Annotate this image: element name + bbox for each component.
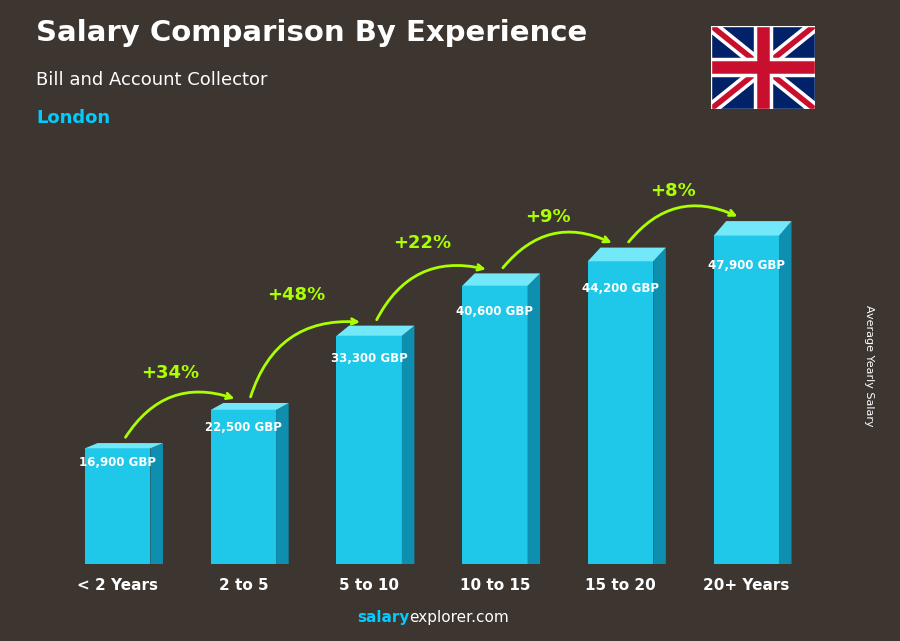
- Polygon shape: [85, 443, 163, 448]
- Polygon shape: [211, 410, 276, 564]
- Polygon shape: [337, 336, 401, 564]
- Text: Salary Comparison By Experience: Salary Comparison By Experience: [36, 19, 587, 47]
- Text: 40,600 GBP: 40,600 GBP: [456, 305, 534, 319]
- Text: 33,300 GBP: 33,300 GBP: [331, 352, 408, 365]
- Polygon shape: [463, 286, 527, 564]
- Text: +8%: +8%: [651, 182, 697, 200]
- Polygon shape: [401, 326, 414, 564]
- Polygon shape: [714, 236, 779, 564]
- Text: Average Yearly Salary: Average Yearly Salary: [863, 304, 874, 426]
- Polygon shape: [150, 443, 163, 564]
- Text: +22%: +22%: [393, 234, 451, 252]
- Polygon shape: [211, 403, 289, 410]
- Polygon shape: [588, 262, 653, 564]
- Text: 44,200 GBP: 44,200 GBP: [582, 283, 659, 296]
- Polygon shape: [779, 221, 791, 564]
- Polygon shape: [337, 326, 414, 336]
- Polygon shape: [588, 247, 666, 262]
- Text: London: London: [36, 109, 110, 127]
- Polygon shape: [653, 247, 666, 564]
- Text: 16,900 GBP: 16,900 GBP: [79, 456, 157, 469]
- Polygon shape: [85, 448, 150, 564]
- Text: explorer.com: explorer.com: [410, 610, 509, 625]
- Text: 22,500 GBP: 22,500 GBP: [205, 420, 282, 434]
- Text: +9%: +9%: [525, 208, 571, 226]
- Text: Bill and Account Collector: Bill and Account Collector: [36, 71, 267, 88]
- Text: +48%: +48%: [267, 287, 326, 304]
- Text: 47,900 GBP: 47,900 GBP: [707, 259, 785, 272]
- Polygon shape: [527, 273, 540, 564]
- Text: salary: salary: [357, 610, 410, 625]
- Polygon shape: [714, 221, 791, 236]
- Polygon shape: [463, 273, 540, 286]
- Text: +34%: +34%: [141, 363, 200, 382]
- Polygon shape: [276, 403, 289, 564]
